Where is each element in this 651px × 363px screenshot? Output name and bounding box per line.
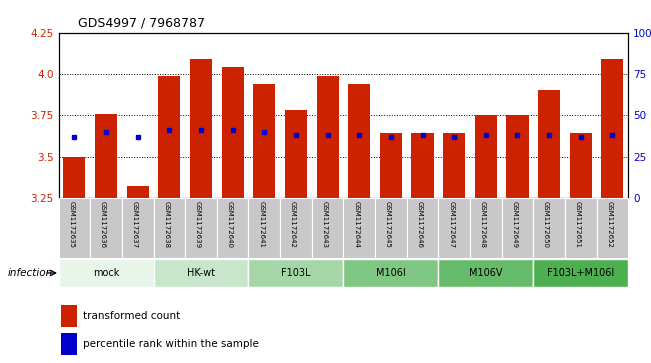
Text: percentile rank within the sample: percentile rank within the sample: [83, 339, 258, 349]
Bar: [285, 110, 307, 198]
Text: GSM1172645: GSM1172645: [385, 201, 391, 248]
Bar: [502, 198, 533, 258]
Bar: [90, 198, 122, 258]
Bar: [61, 334, 77, 355]
Text: GSM1172650: GSM1172650: [543, 201, 549, 248]
Bar: [63, 156, 85, 198]
Bar: [570, 134, 592, 198]
Text: M106I: M106I: [376, 268, 406, 278]
Bar: [316, 76, 339, 198]
Bar: [217, 198, 249, 258]
Bar: [533, 198, 565, 258]
Text: GSM1172635: GSM1172635: [68, 201, 74, 248]
Bar: [506, 115, 529, 198]
Bar: [158, 76, 180, 198]
Text: GSM1172641: GSM1172641: [258, 201, 264, 248]
Text: GDS4997 / 7968787: GDS4997 / 7968787: [78, 16, 205, 29]
Text: GSM1172646: GSM1172646: [417, 201, 422, 248]
Bar: [249, 198, 280, 258]
Bar: [411, 134, 434, 198]
Bar: [443, 134, 465, 198]
Bar: [154, 198, 185, 258]
Bar: [253, 84, 275, 198]
Bar: [122, 198, 154, 258]
Bar: [438, 198, 470, 258]
Text: GSM1172637: GSM1172637: [132, 201, 138, 248]
Bar: [348, 84, 370, 198]
Bar: [538, 90, 560, 198]
Bar: [475, 115, 497, 198]
Text: F103L+M106I: F103L+M106I: [547, 268, 615, 278]
Text: GSM1172640: GSM1172640: [227, 201, 232, 248]
Bar: [312, 198, 344, 258]
Text: HK-wt: HK-wt: [187, 268, 215, 278]
Bar: [185, 198, 217, 258]
Bar: [344, 259, 438, 287]
Text: transformed count: transformed count: [83, 311, 180, 321]
Text: GSM1172649: GSM1172649: [512, 201, 518, 248]
Bar: [95, 114, 117, 198]
Bar: [380, 134, 402, 198]
Text: GSM1172651: GSM1172651: [575, 201, 581, 248]
Text: F103L: F103L: [281, 268, 311, 278]
Bar: [407, 198, 438, 258]
Text: M106V: M106V: [469, 268, 503, 278]
Text: GSM1172642: GSM1172642: [290, 201, 296, 248]
Bar: [221, 68, 243, 198]
Text: GSM1172636: GSM1172636: [100, 201, 106, 248]
Bar: [59, 198, 90, 258]
Bar: [438, 259, 533, 287]
Text: GSM1172652: GSM1172652: [606, 201, 613, 248]
Bar: [59, 259, 154, 287]
Text: GSM1172639: GSM1172639: [195, 201, 201, 248]
Bar: [154, 259, 249, 287]
Text: GSM1172648: GSM1172648: [480, 201, 486, 248]
Text: GSM1172647: GSM1172647: [448, 201, 454, 248]
Bar: [249, 259, 344, 287]
Text: GSM1172644: GSM1172644: [353, 201, 359, 248]
Text: infection: infection: [8, 268, 53, 278]
Bar: [596, 198, 628, 258]
Bar: [190, 59, 212, 198]
Bar: [61, 305, 77, 327]
Bar: [375, 198, 407, 258]
Bar: [280, 198, 312, 258]
Text: GSM1172643: GSM1172643: [322, 201, 327, 248]
Bar: [565, 198, 596, 258]
Bar: [127, 186, 149, 198]
Text: mock: mock: [93, 268, 119, 278]
Bar: [602, 59, 624, 198]
Text: GSM1172638: GSM1172638: [163, 201, 169, 248]
Bar: [344, 198, 375, 258]
Bar: [533, 259, 628, 287]
Bar: [470, 198, 502, 258]
